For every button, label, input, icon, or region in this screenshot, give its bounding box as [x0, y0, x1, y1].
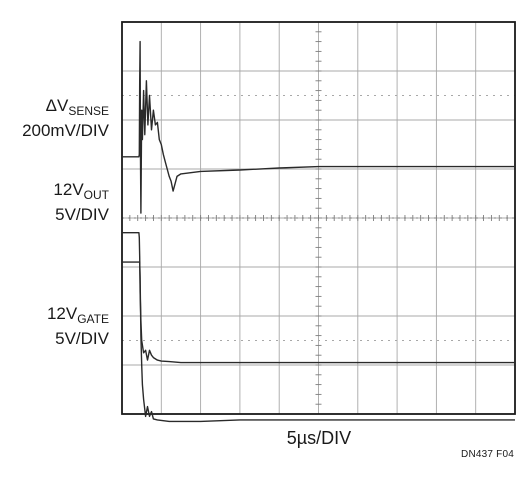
12vout-channel-label: 12VOUT 5V/DIV	[53, 180, 109, 224]
vsense-channel-label: ΔVSENSE 200mV/DIV	[22, 96, 109, 140]
12vout-scale: 5V/DIV	[55, 205, 109, 224]
12vout-name: 12VOUT	[53, 180, 109, 202]
vsense-trace	[122, 40, 515, 214]
trace-group	[122, 40, 515, 423]
gate-trace	[122, 261, 515, 423]
figure-id: DN437 F04	[461, 449, 514, 460]
12vgate-channel-label: 12VGATE 5V/DIV	[47, 304, 109, 348]
graticule	[121, 21, 516, 415]
x-axis-label: 5µs/DIV	[286, 428, 352, 448]
12vgate-name: 12VGATE	[46, 304, 109, 326]
vsense-scale: 200mV/DIV	[22, 121, 109, 140]
plot-frame	[121, 21, 516, 415]
vsense-name: ΔVSENSE	[45, 96, 109, 118]
12vgate-scale: 5V/DIV	[55, 329, 109, 348]
